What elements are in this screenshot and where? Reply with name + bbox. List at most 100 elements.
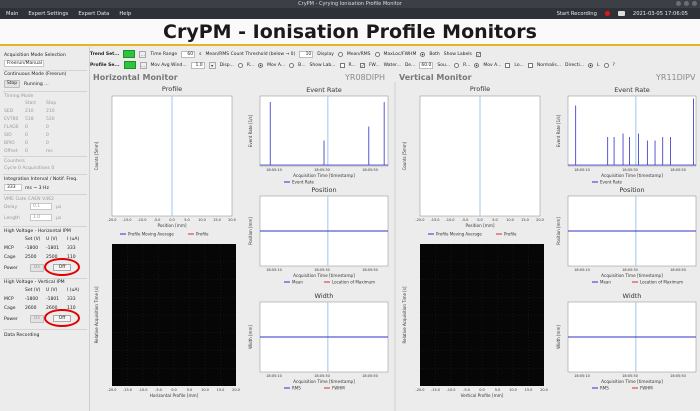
profile-x-tick: -15.0 (122, 218, 131, 222)
display-radio-both[interactable] (420, 51, 426, 57)
profile-x-tick: 0.0 (169, 218, 175, 222)
direction-radio-l[interactable] (588, 62, 594, 68)
timeseries-y-axis-label: Width [mm] (556, 325, 561, 349)
sou-radio-r[interactable] (454, 62, 460, 68)
profile-y-axis-label: Counts [5mm] (402, 141, 407, 170)
profile-settings-more-button[interactable]: … (139, 61, 147, 69)
time-tick: 18:05:30 (314, 268, 330, 272)
display-radio-mean-rms[interactable] (337, 51, 343, 57)
show-lab-checkbox[interactable] (339, 62, 345, 68)
timing-start-value[interactable]: 0 (25, 149, 28, 154)
waterfall-x-tick: 15.0 (217, 388, 225, 392)
hv-h-row-mcp: MCP -1800 -1801 333 (4, 246, 88, 251)
timeseries-x-axis-label: Acquisition Time [timestamp] (293, 173, 355, 178)
sou-radio-mova[interactable] (474, 62, 480, 68)
menu-item-expert-data[interactable]: Expert Data (78, 10, 110, 17)
integration-input[interactable]: 333 (4, 184, 22, 191)
profile-settings-indicator[interactable] (123, 61, 136, 69)
hv-v-row-cage: Cage 2600 2600 110 (4, 306, 88, 311)
disp-radio-mova[interactable] (258, 62, 264, 68)
hv-u-value: 2600 (46, 306, 58, 311)
minimize-icon[interactable] (676, 1, 681, 6)
trend-settings-indicator[interactable] (123, 50, 136, 58)
timing-stop-value[interactable]: 520 (46, 117, 55, 122)
controls-row-2: Profile Se... … Mov Avg Wind... 1.0 ▾ Di… (90, 60, 700, 70)
running-status: Running ... (24, 82, 49, 87)
close-icon[interactable] (692, 1, 697, 6)
waterfall-x-tick: -15.0 (123, 388, 132, 392)
hv-set-value[interactable]: -1800 (25, 246, 39, 251)
acq-mode-select[interactable]: Freerun/Manual (4, 60, 44, 67)
hv-h-row-cage: Cage 2500 2500 110 (4, 255, 88, 260)
time-range-input[interactable]: 60 (181, 50, 196, 58)
normalis-checkbox[interactable] (527, 62, 533, 68)
divider (3, 194, 87, 195)
timing-stop-value[interactable]: 0 (46, 125, 49, 130)
hv-u-value: 2500 (46, 255, 58, 260)
profile-x-tick: -5.0 (154, 218, 161, 222)
hv-v-on-button[interactable]: On (30, 315, 44, 323)
data-recording-label: Data Recording (4, 333, 40, 338)
time-tick: 18:05:30 (622, 268, 638, 272)
timing-start-value[interactable]: 0 (25, 125, 28, 130)
delay-input[interactable]: 0.1 (30, 203, 52, 210)
timeseries-y-axis-label: Position [mm] (248, 217, 253, 245)
timeseries-legend: RMS (292, 386, 301, 391)
timing-start-value[interactable]: 0 (25, 133, 28, 138)
timing-start-value[interactable]: 0 (25, 141, 28, 146)
hv-set-value[interactable]: 2600 (25, 306, 37, 311)
hv-h-on-button[interactable]: On (30, 264, 44, 272)
fw-checkbox[interactable]: ✓ (359, 62, 365, 69)
time-tick: 18:05:50 (670, 268, 686, 272)
hv-set-value[interactable]: -1800 (25, 297, 39, 302)
waterfall-x-axis-label: Vertical Profile [mm] (461, 393, 504, 398)
timeseries-x-axis-label: Acquisition Time [timestamp] (293, 379, 355, 384)
mov-avg-input[interactable]: 1.0 (190, 61, 205, 69)
timing-header: Start Stop (4, 101, 88, 106)
menu-item-expert-settings[interactable]: Expert Settings (28, 10, 69, 17)
profile-x-axis-label: Position [mm] (465, 223, 494, 228)
show-labels-checkbox[interactable]: ✓ (475, 51, 481, 58)
timing-stop-value[interactable]: 210 (46, 109, 55, 114)
divider (3, 174, 87, 175)
threshold-input[interactable]: 10 (299, 50, 314, 58)
timing-start-value[interactable]: 210 (25, 109, 34, 114)
timing-stop-value[interactable]: 0 (46, 141, 49, 146)
hv-v-header: Set (V) U (V) I (uA) (4, 288, 88, 293)
direction-radio-q[interactable] (603, 62, 609, 68)
profile-x-tick: 10.0 (198, 218, 206, 222)
time-tick: 18:05:10 (266, 268, 282, 272)
normalis-option: Normalis... (536, 62, 561, 68)
timing-stop-value[interactable]: ms (46, 149, 53, 154)
timing-start-value[interactable]: 518 (25, 117, 34, 122)
profile-x-tick: 0.0 (477, 218, 483, 222)
stop-button[interactable]: Stop (4, 80, 20, 88)
maximize-icon[interactable] (684, 1, 689, 6)
trend-settings-more-button[interactable]: … (139, 50, 147, 58)
timeseries-legend: Location of Maximum (332, 280, 375, 285)
time-tick: 18:05:30 (622, 168, 638, 172)
time-tick: 18:05:30 (314, 168, 330, 172)
menu-item-help[interactable]: Help (119, 10, 132, 17)
timeseries-legend: Mean (600, 280, 611, 285)
start-recording-button[interactable]: Start Recording (556, 10, 597, 17)
mov-avg-stepper[interactable]: ▾ (208, 61, 216, 69)
de-input[interactable]: 60.0 (419, 61, 434, 69)
legend-moving-average: Profile Moving Average (436, 232, 482, 237)
disp-radio-r[interactable] (237, 62, 243, 68)
waterfall-x-tick: 5.0 (495, 388, 501, 392)
lo-checkbox[interactable] (505, 62, 511, 68)
horizontal-device-name: YR08DIPH (345, 73, 385, 82)
camera-icon[interactable] (617, 11, 625, 16)
menu-item-main[interactable]: Main (6, 10, 19, 17)
disp-radio-b[interactable] (289, 62, 295, 68)
waterfall-x-tick: 10.0 (201, 388, 209, 392)
fw-option: FW... (368, 62, 380, 68)
display-radio-maxloc[interactable] (374, 51, 380, 57)
timing-stop-value[interactable]: 0 (46, 133, 49, 138)
length-input[interactable]: 1.0 (30, 214, 52, 221)
acq-mode-label: Acquisition Mode Selection (4, 53, 66, 58)
hv-set-value[interactable]: 2500 (25, 255, 37, 260)
window-title-bar: CryPM - Cyrying Ionisation Profile Monit… (0, 0, 700, 8)
timeseries-title: Event Rate (306, 86, 342, 94)
